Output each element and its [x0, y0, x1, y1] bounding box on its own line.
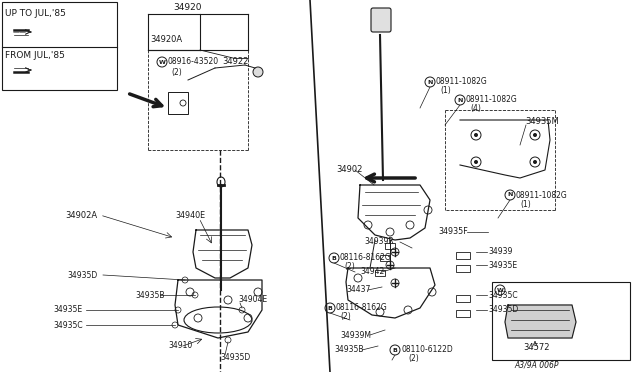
- Text: W: W: [159, 60, 165, 64]
- Text: 34902A: 34902A: [65, 211, 97, 219]
- Circle shape: [425, 77, 435, 87]
- Circle shape: [253, 67, 263, 77]
- Circle shape: [474, 160, 478, 164]
- Text: 34935E: 34935E: [488, 260, 517, 269]
- Bar: [168, 92, 188, 114]
- Text: 08911-1082G: 08911-1082G: [436, 77, 488, 87]
- Text: 34939R: 34939R: [364, 237, 394, 247]
- Circle shape: [325, 303, 335, 313]
- Text: (4): (4): [470, 105, 481, 113]
- Text: 34935F: 34935F: [438, 228, 468, 237]
- Bar: [456, 265, 470, 272]
- Text: 34904E: 34904E: [238, 295, 267, 305]
- Bar: [492, 282, 630, 360]
- Circle shape: [533, 133, 537, 137]
- Text: 34935B: 34935B: [334, 346, 364, 355]
- Circle shape: [495, 285, 505, 295]
- Text: 34940E: 34940E: [175, 211, 205, 219]
- Circle shape: [329, 253, 339, 263]
- Text: 34922: 34922: [222, 58, 248, 67]
- Circle shape: [474, 133, 478, 137]
- Text: 34935D: 34935D: [220, 353, 250, 362]
- Text: ——: ——: [13, 29, 27, 35]
- Text: 34935D: 34935D: [488, 305, 518, 314]
- Text: 34935D: 34935D: [67, 270, 97, 279]
- Text: (2): (2): [340, 312, 351, 321]
- Text: 08116-8162G: 08116-8162G: [336, 304, 388, 312]
- Text: 34935M: 34935M: [525, 118, 559, 126]
- Polygon shape: [505, 305, 576, 338]
- Bar: [375, 270, 385, 276]
- Text: (2): (2): [171, 67, 182, 77]
- Text: 34920A: 34920A: [150, 35, 182, 45]
- Text: 34910: 34910: [168, 340, 192, 350]
- Bar: [385, 243, 395, 249]
- Text: (1): (1): [440, 87, 451, 96]
- Text: W: W: [497, 288, 504, 292]
- Text: 08116-8162G: 08116-8162G: [340, 253, 392, 263]
- Text: 34935C: 34935C: [488, 291, 518, 299]
- Text: 34935E: 34935E: [53, 305, 82, 314]
- Bar: [2, 2, 117, 90]
- Text: 08911-1082G: 08911-1082G: [516, 190, 568, 199]
- Text: 34572: 34572: [524, 343, 550, 353]
- FancyBboxPatch shape: [371, 8, 391, 32]
- Text: 08916-43520: 08916-43520: [168, 58, 219, 67]
- Text: FROM JUL,'85: FROM JUL,'85: [5, 51, 65, 61]
- Text: 34902: 34902: [336, 166, 362, 174]
- Text: 08110-6122D: 08110-6122D: [401, 346, 452, 355]
- Text: N: N: [508, 192, 513, 198]
- Bar: [456, 295, 470, 302]
- Text: (2): (2): [344, 263, 355, 272]
- Bar: [456, 310, 470, 317]
- Text: 34939M: 34939M: [340, 330, 371, 340]
- Text: A3/9A 006P: A3/9A 006P: [515, 360, 559, 369]
- Circle shape: [455, 95, 465, 105]
- Text: (2): (2): [408, 355, 419, 363]
- Text: UP TO JUL,'85: UP TO JUL,'85: [5, 10, 66, 19]
- Text: B: B: [392, 347, 397, 353]
- Bar: [456, 252, 470, 259]
- Circle shape: [533, 160, 537, 164]
- Text: N: N: [428, 80, 433, 84]
- Circle shape: [157, 57, 167, 67]
- Text: B: B: [328, 305, 332, 311]
- Text: 34920: 34920: [173, 3, 202, 13]
- Bar: [380, 255, 390, 261]
- Circle shape: [505, 190, 515, 200]
- Text: 34939: 34939: [488, 247, 513, 257]
- Circle shape: [390, 345, 400, 355]
- Text: (1): (1): [520, 199, 531, 208]
- Text: 34437: 34437: [346, 285, 371, 295]
- Text: 08911-1082G: 08911-1082G: [466, 96, 518, 105]
- Text: 34935B: 34935B: [135, 291, 164, 299]
- Text: 34935C: 34935C: [53, 321, 83, 330]
- Text: B: B: [332, 256, 337, 260]
- Text: 34942: 34942: [360, 267, 384, 276]
- Text: N: N: [458, 97, 463, 103]
